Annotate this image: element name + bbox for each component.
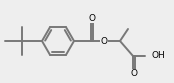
Text: OH: OH — [151, 51, 165, 61]
Text: O: O — [130, 69, 137, 79]
Text: O: O — [89, 14, 96, 22]
Text: O: O — [101, 37, 108, 45]
